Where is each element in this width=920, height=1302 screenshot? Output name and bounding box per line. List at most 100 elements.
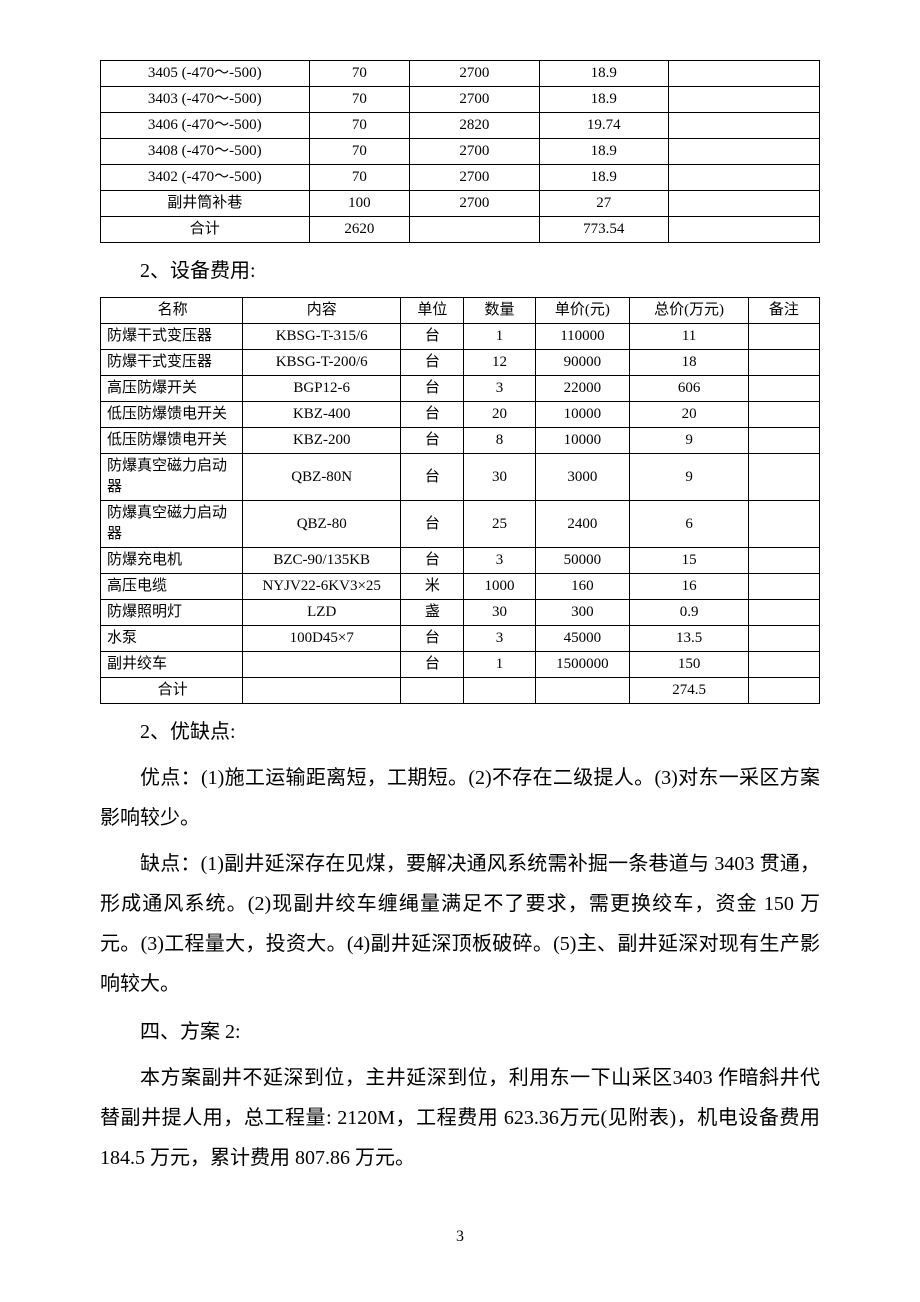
table-cell: 12 <box>464 350 535 376</box>
table-cell: 27 <box>539 191 668 217</box>
table-cell <box>668 139 819 165</box>
table-cell <box>668 191 819 217</box>
table-cell: QBZ-80 <box>243 501 401 548</box>
equipment-table: 名称内容单位数量单价(元)总价(万元)备注防爆干式变压器KBSG-T-315/6… <box>100 297 820 704</box>
table-cell: 18.9 <box>539 87 668 113</box>
table-cell <box>243 678 401 704</box>
table-cell: 16 <box>630 574 749 600</box>
table-row: 高压防爆开关BGP12-6台322000606 <box>101 376 820 402</box>
table-cell: 50000 <box>535 548 630 574</box>
table-cell <box>748 678 819 704</box>
table-cell: 9 <box>630 428 749 454</box>
table-cell: 90000 <box>535 350 630 376</box>
table-cell: 3402 (-470～-500) <box>101 165 310 191</box>
table-cell: 19.74 <box>539 113 668 139</box>
table-cell: 20 <box>630 402 749 428</box>
table-header-cell: 数量 <box>464 298 535 324</box>
table-cell: 70 <box>309 139 410 165</box>
table-cell: QBZ-80N <box>243 454 401 501</box>
table-cell <box>748 501 819 548</box>
table-cell: 13.5 <box>630 626 749 652</box>
disadvantages-paragraph: 缺点：(1)副井延深存在见煤，要解决通风系统需补掘一条巷道与 3403 贯通，形… <box>100 844 820 1004</box>
table-cell: 3406 (-470～-500) <box>101 113 310 139</box>
table-cell: 2400 <box>535 501 630 548</box>
equipment-cost-heading: 2、设备费用: <box>140 253 820 289</box>
table-cell: 25 <box>464 501 535 548</box>
table-row: 3408 (-470～-500)70270018.9 <box>101 139 820 165</box>
table-cell: 台 <box>401 428 464 454</box>
table-cell <box>748 428 819 454</box>
table-cell: 防爆干式变压器 <box>101 350 243 376</box>
table-cell: 6 <box>630 501 749 548</box>
table-row: 高压电缆NYJV22-6KV3×25米100016016 <box>101 574 820 600</box>
table-header-cell: 名称 <box>101 298 243 324</box>
table-cell <box>668 61 819 87</box>
table-cell: 45000 <box>535 626 630 652</box>
table-cell: 1 <box>464 652 535 678</box>
table-cell: 防爆真空磁力启动器 <box>101 454 243 501</box>
table-cell: 防爆充电机 <box>101 548 243 574</box>
table-row: 3402 (-470～-500)70270018.9 <box>101 165 820 191</box>
table-cell: 台 <box>401 454 464 501</box>
table-cell <box>668 217 819 243</box>
table-cell: 合计 <box>101 678 243 704</box>
table-cell: 防爆真空磁力启动器 <box>101 501 243 548</box>
table-cell: 110000 <box>535 324 630 350</box>
table-cell <box>668 87 819 113</box>
table-cell: 22000 <box>535 376 630 402</box>
advantages-paragraph: 优点：(1)施工运输距离短，工期短。(2)不存在二级提人。(3)对东一采区方案影… <box>100 758 820 838</box>
table-cell: 100D45×7 <box>243 626 401 652</box>
table-cell: 15 <box>630 548 749 574</box>
table-cell <box>535 678 630 704</box>
table-cell: 3 <box>464 548 535 574</box>
page-number: 3 <box>100 1228 820 1246</box>
table-header-cell: 单价(元) <box>535 298 630 324</box>
table-cell <box>748 600 819 626</box>
table-cell: 3 <box>464 376 535 402</box>
table-cell: 水泵 <box>101 626 243 652</box>
table-cell: NYJV22-6KV3×25 <box>243 574 401 600</box>
table-cell: 9 <box>630 454 749 501</box>
table-header-cell: 内容 <box>243 298 401 324</box>
table-cell: 274.5 <box>630 678 749 704</box>
table-cell <box>410 217 539 243</box>
table-cell <box>748 376 819 402</box>
table-cell: 盏 <box>401 600 464 626</box>
table-row: 防爆照明灯LZD盏303000.9 <box>101 600 820 626</box>
table-row: 防爆干式变压器KBSG-T-200/6台129000018 <box>101 350 820 376</box>
table-cell <box>668 113 819 139</box>
table-cell: KBZ-200 <box>243 428 401 454</box>
table-cell: 副井绞车 <box>101 652 243 678</box>
table-cell: 11 <box>630 324 749 350</box>
table-cell <box>243 652 401 678</box>
table-cell: 70 <box>309 165 410 191</box>
table-row: 3403 (-470～-500)70270018.9 <box>101 87 820 113</box>
table-cell: 18.9 <box>539 61 668 87</box>
table-cell: 台 <box>401 350 464 376</box>
table-cell <box>748 402 819 428</box>
table-cell: 70 <box>309 87 410 113</box>
plan2-paragraph: 本方案副井不延深到位，主井延深到位，利用东一下山采区3403 作暗斜井代替副井提… <box>100 1058 820 1178</box>
table-cell: 米 <box>401 574 464 600</box>
plan2-heading: 四、方案 2: <box>100 1014 820 1050</box>
table-cell: 2700 <box>410 87 539 113</box>
table-cell: 30 <box>464 454 535 501</box>
table-cell: 2700 <box>410 139 539 165</box>
table-cell: 2700 <box>410 191 539 217</box>
table-header-cell: 总价(万元) <box>630 298 749 324</box>
table-row: 低压防爆馈电开关KBZ-400台201000020 <box>101 402 820 428</box>
table-cell: 低压防爆馈电开关 <box>101 428 243 454</box>
table-row: 防爆真空磁力启动器QBZ-80N台3030009 <box>101 454 820 501</box>
table-cell: 3408 (-470～-500) <box>101 139 310 165</box>
table-cell: 1000 <box>464 574 535 600</box>
table-cell: 台 <box>401 652 464 678</box>
table-row: 低压防爆馈电开关KBZ-200台8100009 <box>101 428 820 454</box>
pros-cons-heading: 2、优缺点: <box>140 714 820 750</box>
table-cell: 160 <box>535 574 630 600</box>
table-row: 合计 274.5 <box>101 678 820 704</box>
table-cell: 3000 <box>535 454 630 501</box>
table-header-cell: 备注 <box>748 298 819 324</box>
table-row: 防爆充电机BZC-90/135KB台35000015 <box>101 548 820 574</box>
table-cell: 100 <box>309 191 410 217</box>
table-cell: 2700 <box>410 165 539 191</box>
